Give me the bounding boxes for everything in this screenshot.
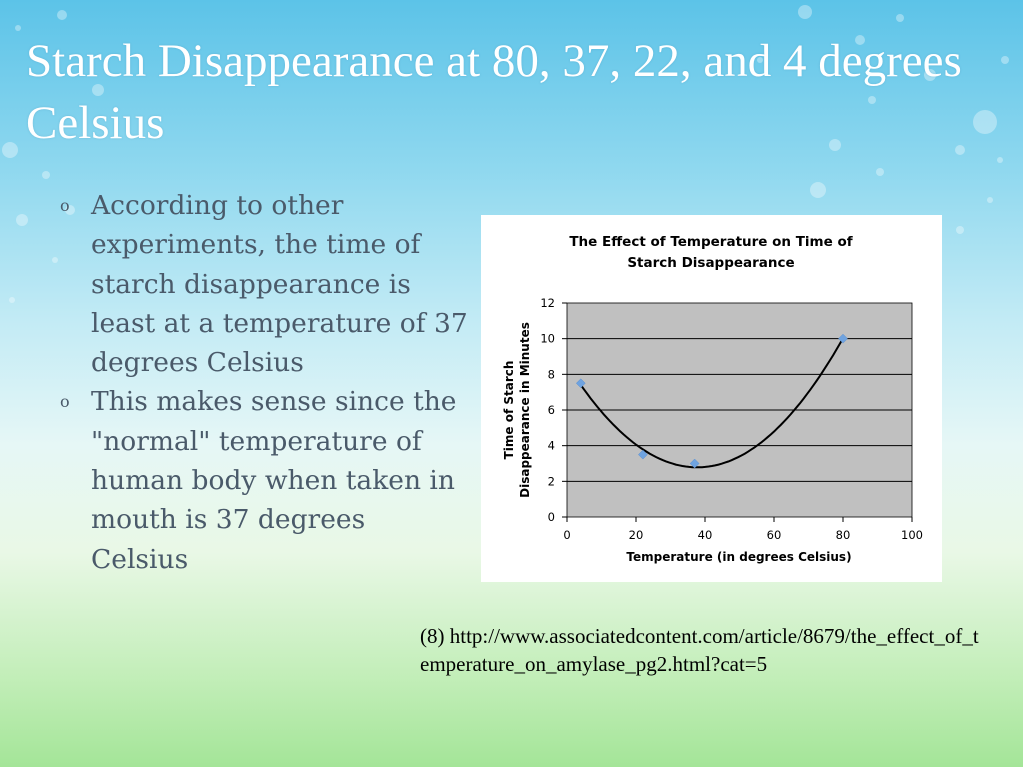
chart-title-line-1: The Effect of Temperature on Time of (569, 234, 852, 250)
bullet-marker: o (60, 196, 70, 215)
x-tick-label: 0 (563, 528, 570, 542)
data-point (689, 458, 700, 469)
bullet-item: o This makes sense since the "normal" te… (60, 382, 470, 578)
x-axis-label: Temperature (in degrees Celsius) (626, 550, 851, 564)
y-tick-label: 8 (548, 367, 555, 381)
bullet-item: o According to other experiments, the ti… (60, 186, 470, 382)
bullet-list: o According to other experiments, the ti… (60, 186, 470, 579)
trendline (579, 337, 844, 469)
bullet-text: According to other experiments, the time… (91, 190, 468, 379)
x-tick-label: 60 (767, 528, 782, 542)
temperature-chart: The Effect of Temperature on Time of Sta… (502, 234, 923, 564)
data-point (838, 333, 848, 344)
y-tick-label: 10 (540, 332, 555, 346)
y-axis-label-line-1: Time of Starch (502, 361, 516, 460)
chart-title-line-2: Starch Disappearance (627, 255, 794, 271)
slide-title: Starch Disappearance at 80, 37, 22, and … (26, 35, 962, 149)
x-tick-label: 80 (836, 528, 851, 542)
y-tick-label: 12 (540, 296, 555, 310)
x-tick-label: 20 (629, 528, 644, 542)
data-point (575, 378, 586, 389)
y-tick-label: 2 (548, 474, 555, 488)
x-tick-label: 100 (901, 528, 923, 542)
chart-container: The Effect of Temperature on Time of Sta… (481, 215, 942, 582)
bullet-marker: o (60, 392, 70, 412)
data-point (638, 449, 648, 460)
y-tick-label: 6 (548, 403, 555, 417)
x-tick-label: 40 (698, 528, 713, 542)
y-tick-label: 4 (548, 439, 555, 453)
y-tick-label: 0 (548, 510, 555, 524)
bullet-text: This makes sense since the "normal" temp… (91, 386, 457, 575)
source-citation: (8) http://www.associatedcontent.com/art… (420, 624, 979, 676)
y-axis-label-line-2: Disappearance in Minutes (518, 322, 532, 498)
